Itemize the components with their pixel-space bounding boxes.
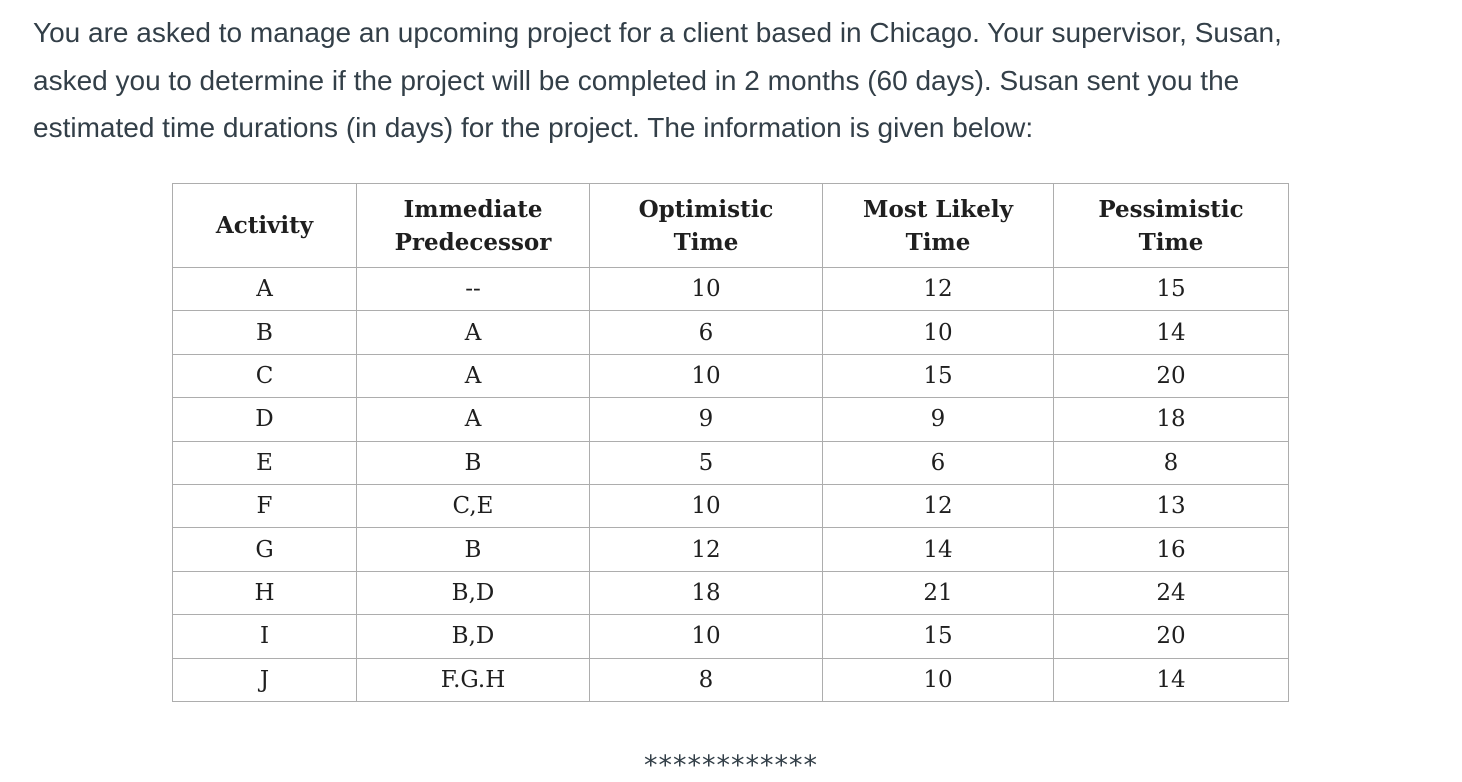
- table-cell: 10: [589, 353, 823, 399]
- table-cell: 21: [822, 570, 1054, 616]
- table-cell: 9: [589, 397, 823, 442]
- table-row: F C,E 10 12 13: [172, 483, 1289, 529]
- table-row: H B,D 18 21 24: [172, 570, 1289, 616]
- activity-table: Activity Immediate Predecessor Optimistic …: [172, 183, 1289, 702]
- table-cell: 14: [1053, 310, 1289, 355]
- table-cell: 20: [1053, 614, 1289, 659]
- column-header: Activity: [172, 183, 357, 268]
- table-cell: C,E: [356, 483, 590, 529]
- table-cell: 14: [1053, 657, 1289, 702]
- table-row: J F.G.H 8 10 14: [172, 657, 1289, 702]
- table-cell: 8: [1053, 440, 1289, 485]
- problem-statement: You are asked to manage an upcoming proj…: [33, 9, 1282, 152]
- problem-statement-line-3: estimated time durations (in days) for t…: [33, 112, 1034, 143]
- table-cell: E: [172, 440, 357, 485]
- table-cell: 9: [822, 397, 1054, 442]
- table-cell: 13: [1053, 483, 1289, 529]
- problem-statement-line-2: asked you to determine if the project wi…: [33, 64, 1240, 96]
- table-cell: 10: [822, 310, 1054, 355]
- column-header: Optimistic Time: [589, 183, 823, 268]
- column-header: Immediate Predecessor: [356, 183, 590, 268]
- table-cell: 5: [589, 440, 823, 485]
- table-row: G B 12 14 16: [172, 527, 1289, 572]
- table-cell: 20: [1053, 353, 1289, 399]
- table-cell: --: [356, 266, 590, 312]
- table-cell: 10: [589, 483, 823, 529]
- table-cell: 15: [1053, 266, 1289, 312]
- table-cell: 8: [589, 657, 823, 702]
- table-cell: 15: [822, 353, 1054, 399]
- table-cell: B,D: [356, 570, 590, 616]
- table-cell: B: [356, 527, 590, 572]
- table-cell: F.G.H: [356, 657, 590, 702]
- table-cell: 10: [589, 266, 823, 312]
- table-header-row: Activity Immediate Predecessor Optimistic …: [172, 183, 1289, 268]
- table-cell: 6: [589, 310, 823, 355]
- table-cell: B,D: [356, 614, 590, 659]
- table-cell: H: [172, 570, 357, 616]
- table-row: A -- 10 12 15: [172, 266, 1289, 312]
- column-header: Pessimistic Time: [1053, 183, 1289, 268]
- table-cell: G: [172, 527, 357, 572]
- table-row: D A 9 9 18: [172, 397, 1289, 442]
- table-cell: B: [356, 440, 590, 485]
- table-cell: 12: [589, 527, 823, 572]
- table-cell: F: [172, 483, 357, 529]
- table-cell: I: [172, 614, 357, 659]
- table-row: C A 10 15 20: [172, 353, 1289, 399]
- table-cell: 16: [1053, 527, 1289, 572]
- table-cell: 24: [1053, 570, 1289, 616]
- table-cell: A: [356, 310, 590, 355]
- table-row: B A 6 10 14: [172, 310, 1289, 355]
- table-cell: 6: [822, 440, 1054, 485]
- table-cell: A: [172, 266, 357, 312]
- table-cell: 18: [589, 570, 823, 616]
- column-header: Most Likely Time: [822, 183, 1054, 268]
- table-cell: A: [356, 397, 590, 442]
- table-cell: B: [172, 310, 357, 355]
- table-cell: 12: [822, 483, 1054, 529]
- table-cell: A: [356, 353, 590, 399]
- table-row: I B,D 10 15 20: [172, 614, 1289, 659]
- table-cell: 15: [822, 614, 1054, 659]
- problem-statement-line-1: You are asked to manage an upcoming proj…: [33, 17, 1282, 48]
- table-cell: 14: [822, 527, 1054, 572]
- table-cell: 12: [822, 266, 1054, 312]
- table-cell: C: [172, 353, 357, 399]
- table-cell: J: [172, 657, 357, 702]
- table-cell: 10: [589, 614, 823, 659]
- asterisk-separator: ************: [644, 750, 818, 781]
- table-cell: 10: [822, 657, 1054, 702]
- table-cell: D: [172, 397, 357, 442]
- table-cell: 18: [1053, 397, 1289, 442]
